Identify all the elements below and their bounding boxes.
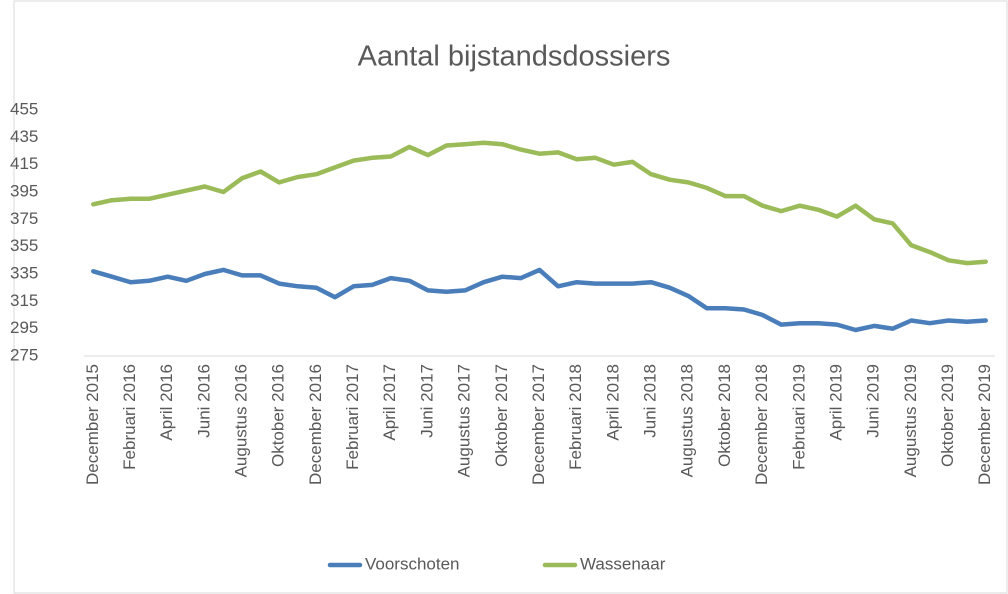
y-tick-label: 295 (10, 318, 38, 337)
y-tick-label: 355 (10, 236, 38, 255)
x-tick-label: Augustus 2017 (455, 364, 474, 477)
x-tick-label: Oktober 2019 (938, 364, 957, 467)
x-tick-label: Juni 2016 (194, 364, 213, 438)
x-tick-label: December 2016 (306, 364, 325, 485)
x-tick-label: Oktober 2017 (492, 364, 511, 467)
series-line (91, 140, 988, 266)
x-tick-label: Oktober 2016 (269, 364, 288, 467)
x-tick-label: December 2015 (83, 364, 102, 485)
chart-border (13, 0, 1008, 594)
y-tick-label: 315 (10, 291, 38, 310)
x-tick-label: April 2019 (826, 364, 845, 441)
x-tick-label: December 2018 (752, 364, 771, 485)
x-tick-label: December 2017 (529, 364, 548, 485)
legend-label: Voorschoten (365, 554, 460, 573)
x-tick-label: Februari 2019 (789, 364, 808, 470)
y-tick-label: 455 (10, 99, 38, 118)
x-tick-label: Juni 2019 (864, 364, 883, 438)
x-tick-label: Oktober 2018 (715, 364, 734, 467)
x-tick-label: Juni 2018 (641, 364, 660, 438)
x-tick-label: Juni 2017 (417, 364, 436, 438)
x-tick-label: Februari 2017 (343, 364, 362, 470)
x-tick-label: Februari 2016 (120, 364, 139, 470)
y-tick-label: 435 (10, 127, 38, 146)
y-tick-label: 395 (10, 181, 38, 200)
chart-title: Aantal bijstandsdossiers (358, 41, 671, 73)
y-tick-label: 415 (10, 154, 38, 173)
x-tick-label: April 2017 (380, 364, 399, 441)
x-tick-label: December 2019 (975, 364, 994, 485)
series-line (91, 267, 988, 333)
y-tick-label: 275 (10, 345, 38, 364)
x-tick-label: Februari 2018 (566, 364, 585, 470)
x-tick-label: April 2018 (603, 364, 622, 441)
y-tick-label: 375 (10, 209, 38, 228)
legend-label: Wassenaar (580, 554, 666, 573)
x-tick-label: Augustus 2018 (678, 364, 697, 477)
x-tick-label: Augustus 2016 (232, 364, 251, 477)
y-tick-label: 335 (10, 263, 38, 282)
x-tick-label: Augustus 2019 (901, 364, 920, 477)
x-tick-label: April 2016 (157, 364, 176, 441)
